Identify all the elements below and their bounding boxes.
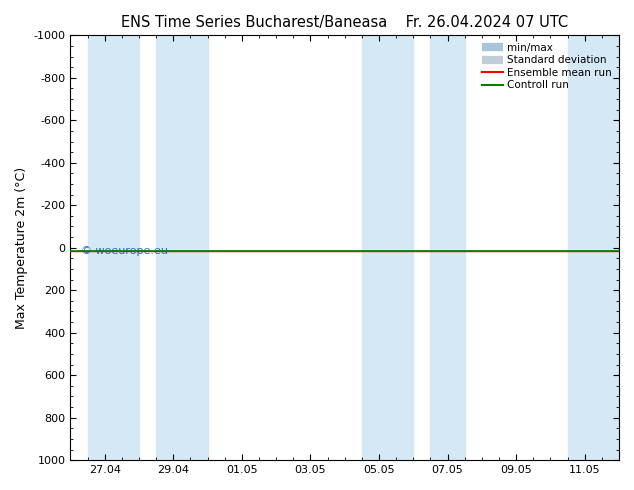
Bar [362,35,413,460]
Title: ENS Time Series Bucharest/Baneasa    Fr. 26.04.2024 07 UTC: ENS Time Series Bucharest/Baneasa Fr. 26… [121,15,568,30]
Bar [156,35,207,460]
Bar [430,35,465,460]
Y-axis label: Max Temperature 2m (°C): Max Temperature 2m (°C) [15,167,28,329]
Bar [87,35,139,460]
Legend: min/max, Standard deviation, Ensemble mean run, Controll run: min/max, Standard deviation, Ensemble me… [478,38,616,95]
Bar [567,35,619,460]
Text: © woeurope.eu: © woeurope.eu [81,245,169,256]
